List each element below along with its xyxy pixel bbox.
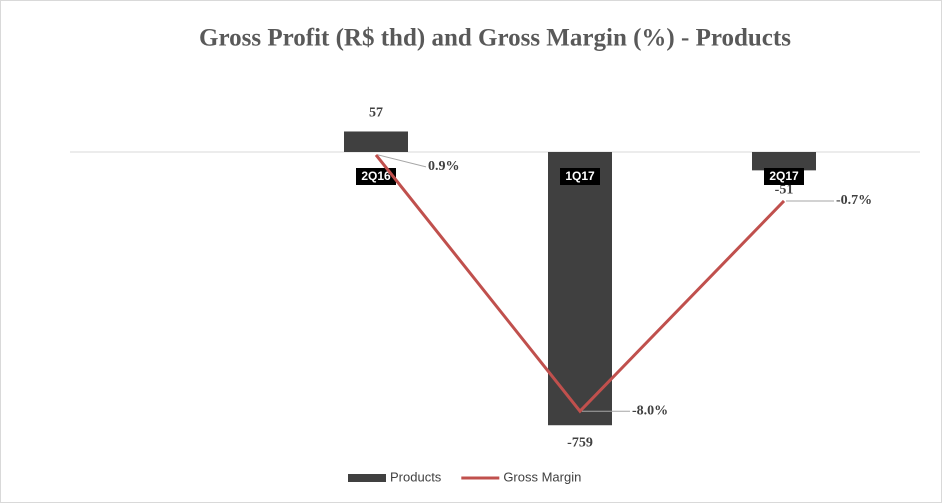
legend-swatch (348, 474, 386, 482)
data-label: -759 (567, 435, 593, 450)
x-tick-label: 2Q16 (361, 169, 391, 183)
bar (752, 152, 816, 171)
category-label-bg (764, 168, 804, 185)
x-tick-label: 1Q17 (565, 169, 595, 183)
legend-label: Gross Margin (503, 469, 581, 484)
category-label-bg (560, 168, 600, 185)
legend-label: Products (390, 469, 442, 484)
data-label: -0.7% (836, 193, 872, 208)
data-label: 0.9% (428, 159, 460, 174)
data-label: -8.0% (632, 403, 668, 418)
bar (344, 131, 408, 152)
data-label: -51 (775, 183, 794, 198)
x-tick-label: 2Q17 (769, 169, 799, 183)
line (374, 153, 786, 414)
leader-line (377, 154, 427, 168)
chart-title: Gross Profit (R$ thd) and Gross Margin (… (199, 25, 791, 52)
data-label: 57 (369, 106, 383, 121)
bar (548, 152, 612, 426)
category-label-bg (356, 168, 396, 185)
